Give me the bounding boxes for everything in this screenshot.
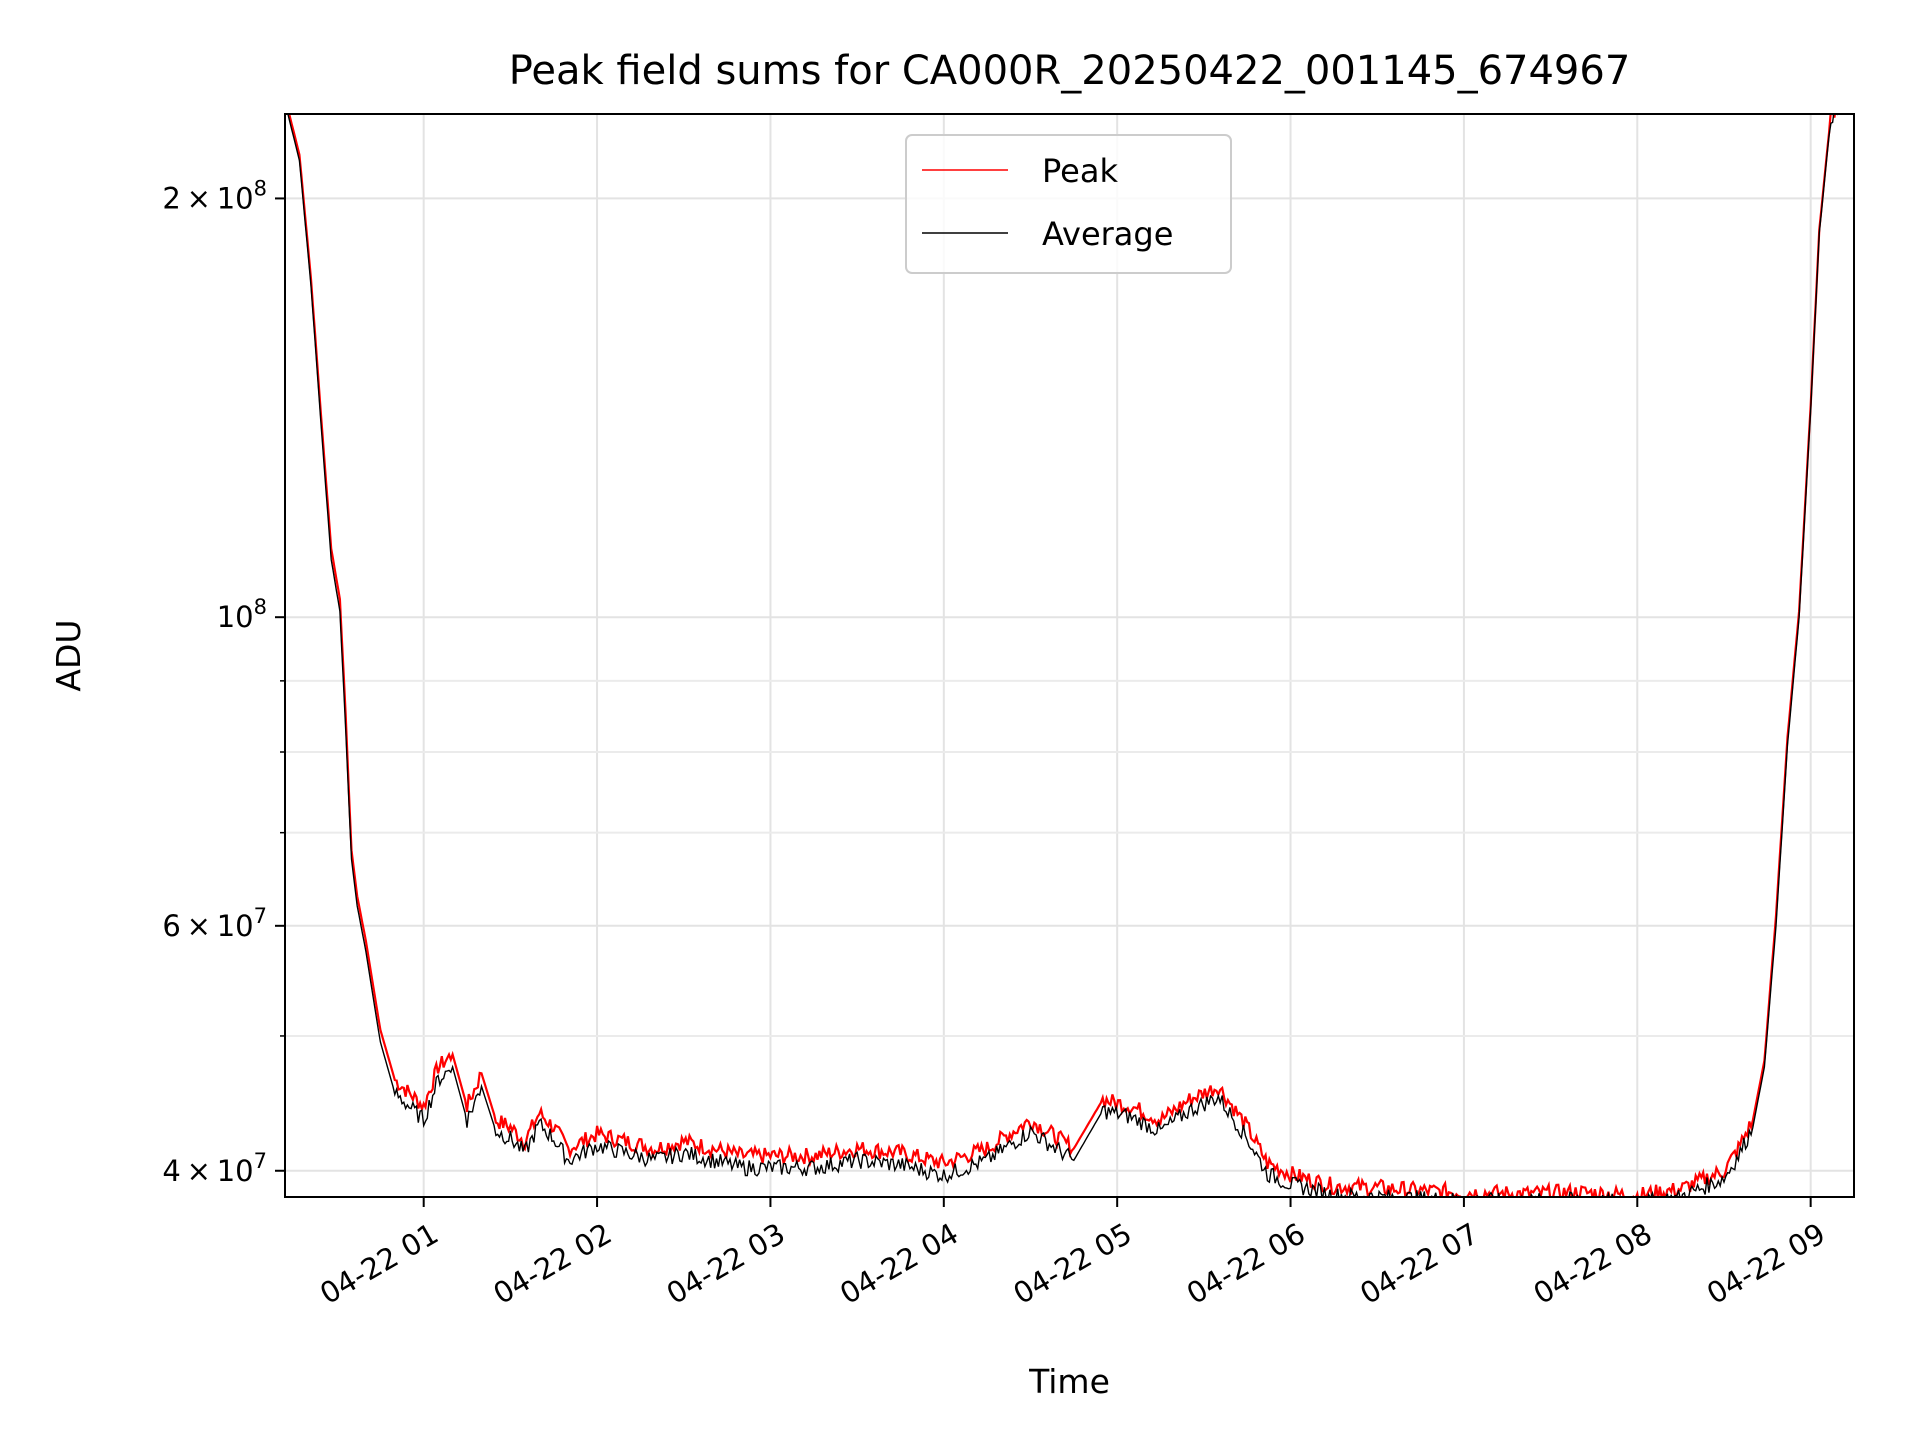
x-axis-label: Time <box>1028 1362 1110 1401</box>
x-tick-label: 04-22 06 <box>1181 1216 1311 1311</box>
x-tick-label: 04-22 07 <box>1354 1216 1484 1311</box>
y-tick-mantissa: 4 <box>162 1154 180 1188</box>
x-tick-label: 04-22 01 <box>314 1216 444 1311</box>
x-tick-label: 04-22 03 <box>661 1216 791 1311</box>
y-tick-exponent: 8 <box>254 595 267 619</box>
x-tick-label: 04-22 08 <box>1528 1216 1658 1311</box>
x-tick-label: 04-22 02 <box>487 1216 617 1311</box>
y-tick-exponent: 8 <box>254 176 267 200</box>
y-tick-label: 2 × 108 <box>162 176 267 215</box>
x-tick-label: 04-22 09 <box>1701 1216 1831 1311</box>
y-tick-label: 4 × 107 <box>162 1149 267 1188</box>
series-line-peak <box>288 114 1836 1197</box>
chart-title: Peak field sums for CA000R_20250422_0011… <box>509 48 1631 94</box>
x-tick-label: 04-22 05 <box>1008 1216 1138 1311</box>
series-line-average <box>287 114 1839 1197</box>
y-tick-label: 108 <box>217 595 267 634</box>
tick-layer: 04-22 01 04-22 02 04-22 03 04-22 04 04-22 05… <box>162 176 1831 1311</box>
grid-layer <box>285 114 1854 1197</box>
y-axis-label: ADU <box>49 619 88 691</box>
y-tick-exponent: 7 <box>254 1149 267 1173</box>
legend-label-peak: Peak <box>1042 152 1118 190</box>
y-tick-mantissa: 2 <box>162 181 180 215</box>
y-tick-mantissa: 6 <box>162 909 180 943</box>
series-layer <box>287 114 1839 1197</box>
plot-frame <box>284 113 1855 1198</box>
x-tick-label: 04-22 04 <box>834 1216 964 1311</box>
y-tick-label: 6 × 107 <box>162 904 267 943</box>
legend: Peak Average <box>905 134 1232 274</box>
y-tick-exponent: 7 <box>254 904 267 928</box>
legend-label-average: Average <box>1042 215 1173 253</box>
